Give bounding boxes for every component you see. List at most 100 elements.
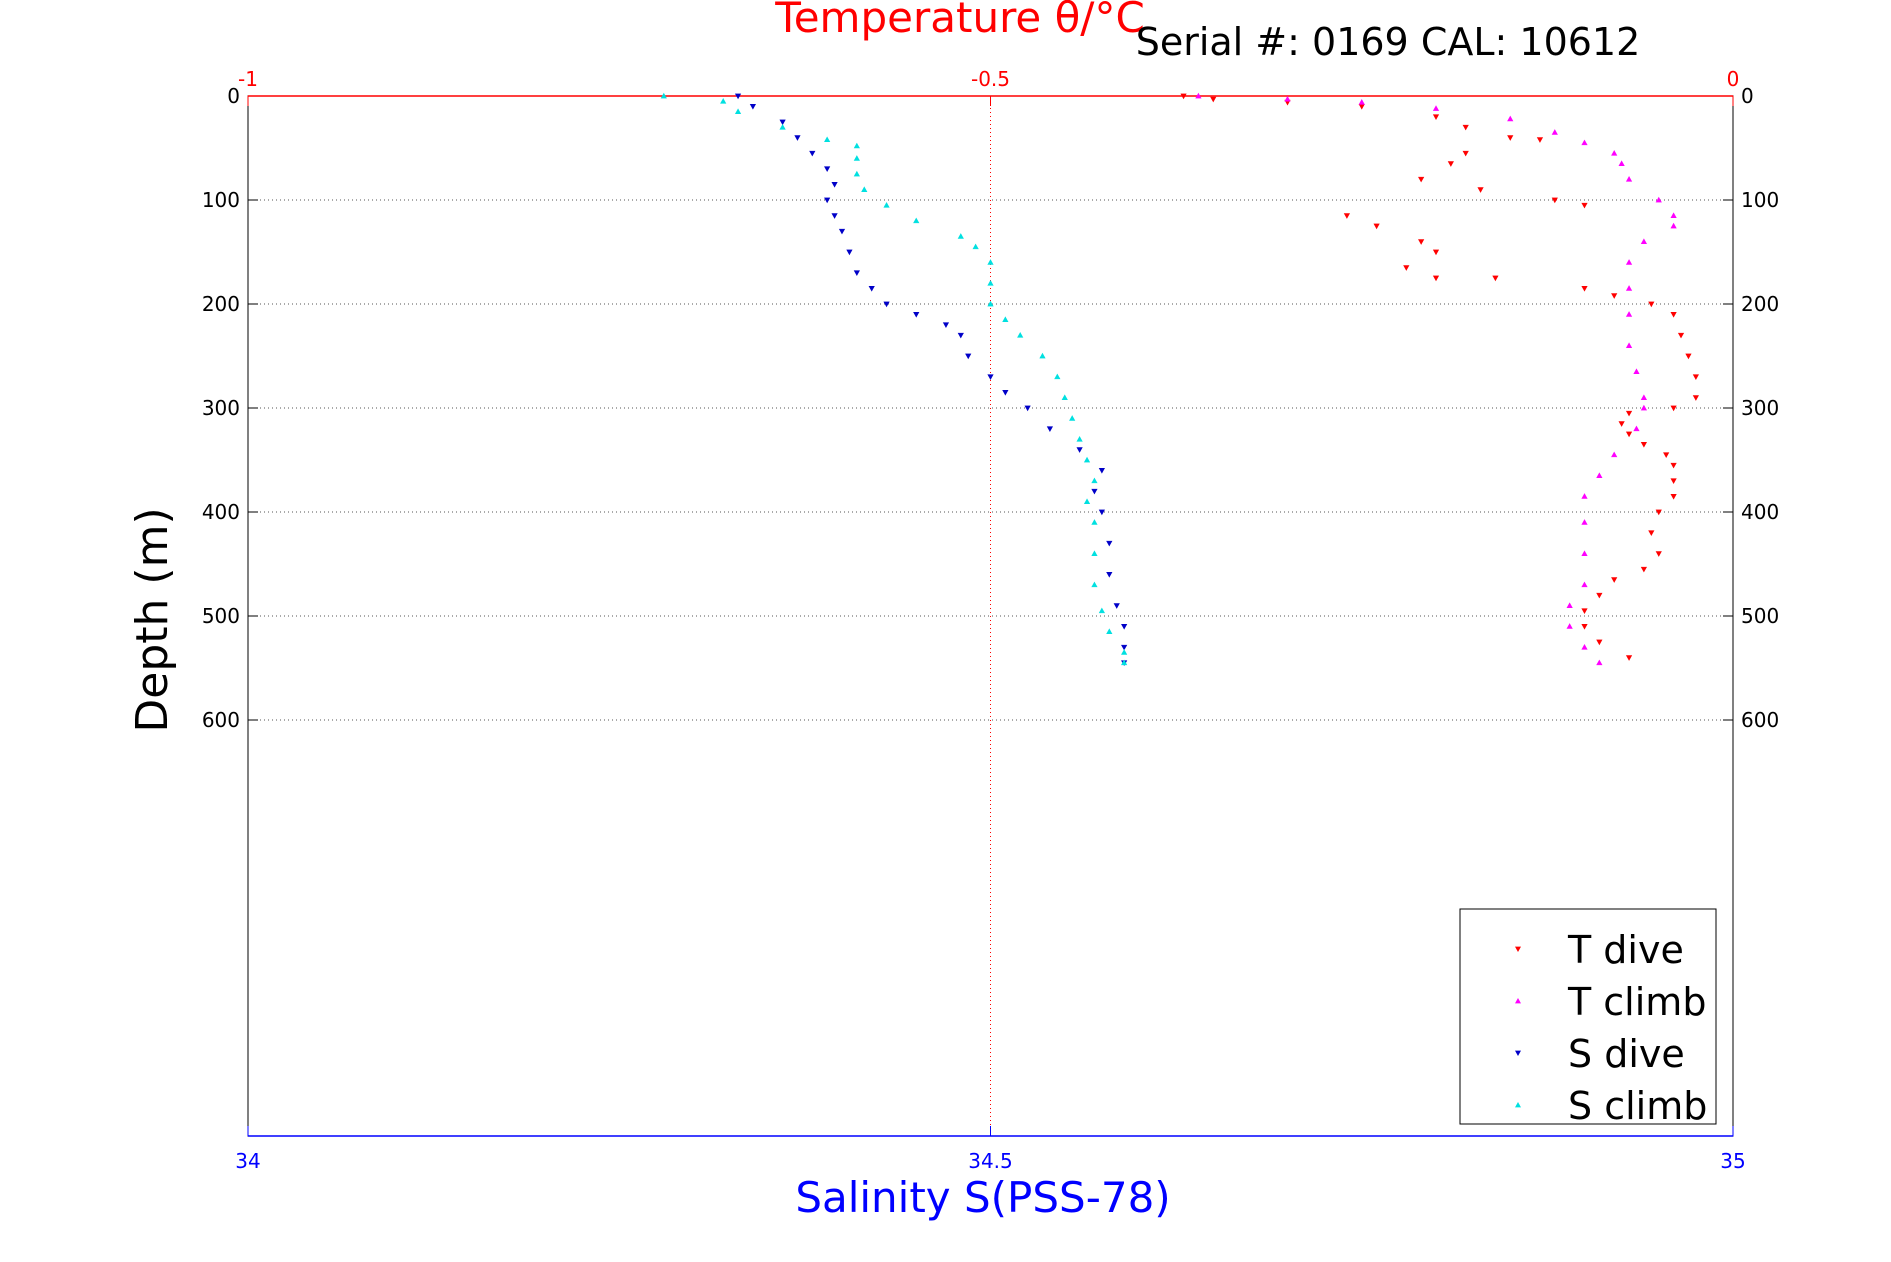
series-t-climb xyxy=(1195,92,1677,666)
chart-subtitle: Serial #: 0169 CAL: 10612 xyxy=(1136,20,1641,64)
data-point xyxy=(838,228,846,235)
data-point xyxy=(1098,607,1105,614)
data-point xyxy=(1618,421,1625,427)
data-point xyxy=(1677,332,1685,339)
legend: T dive T climb S dive S climb xyxy=(1459,908,1717,1128)
data-point xyxy=(883,301,890,308)
data-point xyxy=(987,259,994,265)
data-point xyxy=(1648,530,1655,537)
data-point xyxy=(1566,602,1573,608)
data-point xyxy=(1640,566,1648,573)
x-bottom-tick-label: 35 xyxy=(1720,1149,1745,1173)
data-point xyxy=(846,249,853,256)
data-point xyxy=(1581,581,1588,588)
data-point xyxy=(831,182,838,188)
data-point xyxy=(965,353,972,360)
data-point xyxy=(1633,368,1640,374)
data-point xyxy=(1432,105,1440,111)
y-axis-label: Depth (m) xyxy=(127,507,178,732)
data-point xyxy=(1596,592,1603,599)
data-point xyxy=(1640,394,1648,400)
data-point xyxy=(1670,312,1677,318)
x-bottom-tick-label: 34 xyxy=(235,1149,260,1173)
legend-label: S climb xyxy=(1568,1084,1707,1128)
data-point xyxy=(1611,149,1618,156)
data-point xyxy=(660,92,667,99)
data-point xyxy=(779,119,786,126)
data-point xyxy=(1670,478,1677,485)
data-point xyxy=(1566,623,1573,629)
data-point xyxy=(1106,572,1113,578)
data-point xyxy=(1692,395,1699,401)
data-point xyxy=(1633,425,1640,432)
legend-marker xyxy=(1515,998,1521,1004)
data-point xyxy=(1091,581,1098,588)
x-top-tick-label: 0 xyxy=(1727,67,1740,91)
legend-marker xyxy=(1515,1102,1521,1108)
x-axis-label: Salinity S(PSS-78) xyxy=(795,1173,1170,1222)
data-point xyxy=(868,286,875,292)
data-point xyxy=(1210,96,1217,103)
data-point xyxy=(824,136,831,143)
data-point xyxy=(883,201,890,208)
legend-marker xyxy=(1515,946,1521,952)
data-point xyxy=(1625,431,1633,438)
data-point xyxy=(1625,342,1633,348)
data-point xyxy=(1625,311,1633,317)
data-point xyxy=(1507,115,1514,122)
data-point xyxy=(1358,99,1365,105)
data-point xyxy=(720,97,727,104)
data-point xyxy=(1655,551,1662,557)
data-point xyxy=(1670,494,1677,500)
data-point xyxy=(853,270,860,277)
data-point xyxy=(1581,286,1588,292)
data-point xyxy=(1002,390,1009,396)
x-bottom-tick-label: 34.5 xyxy=(968,1149,1013,1173)
data-point xyxy=(1581,202,1588,209)
y-tick-label-right: 200 xyxy=(1741,292,1779,316)
data-point xyxy=(1596,472,1603,478)
data-point xyxy=(1106,628,1113,634)
data-point xyxy=(1625,285,1633,291)
data-point xyxy=(1054,373,1061,380)
data-point xyxy=(1663,452,1670,459)
data-point xyxy=(1551,129,1558,135)
y-tick-label-left: 0 xyxy=(227,84,240,108)
data-point xyxy=(1596,659,1603,666)
series-t-dive xyxy=(1180,93,1699,661)
data-point xyxy=(1432,275,1440,282)
data-point xyxy=(972,243,979,250)
data-point xyxy=(1039,352,1046,359)
grid-lines xyxy=(248,96,1733,1136)
data-point xyxy=(1113,603,1120,609)
data-point xyxy=(1098,468,1105,474)
data-point xyxy=(1091,477,1098,484)
data-point xyxy=(1418,176,1425,183)
data-point xyxy=(1462,150,1469,157)
data-point xyxy=(1477,187,1484,193)
data-point xyxy=(1670,222,1677,229)
data-point xyxy=(861,186,868,192)
y-tick-label-right: 100 xyxy=(1741,188,1779,212)
legend-label: S dive xyxy=(1568,1032,1685,1076)
data-point xyxy=(824,197,831,204)
data-point xyxy=(1076,447,1083,453)
y-tick-label-left: 100 xyxy=(202,188,240,212)
data-point xyxy=(1098,509,1105,516)
data-point xyxy=(1069,415,1076,421)
data-point xyxy=(794,135,801,141)
data-point xyxy=(1625,259,1633,265)
data-point xyxy=(1091,488,1098,495)
data-point xyxy=(1611,577,1618,583)
series-s-dive xyxy=(734,93,1128,667)
data-point xyxy=(1083,456,1091,463)
data-point xyxy=(831,213,838,219)
data-point xyxy=(779,123,786,130)
data-point xyxy=(1106,540,1113,547)
data-point xyxy=(809,150,816,157)
data-point xyxy=(1625,410,1633,417)
data-point xyxy=(1655,509,1662,516)
y-tick-label-left: 200 xyxy=(202,292,240,316)
legend-marker xyxy=(1515,1050,1521,1056)
